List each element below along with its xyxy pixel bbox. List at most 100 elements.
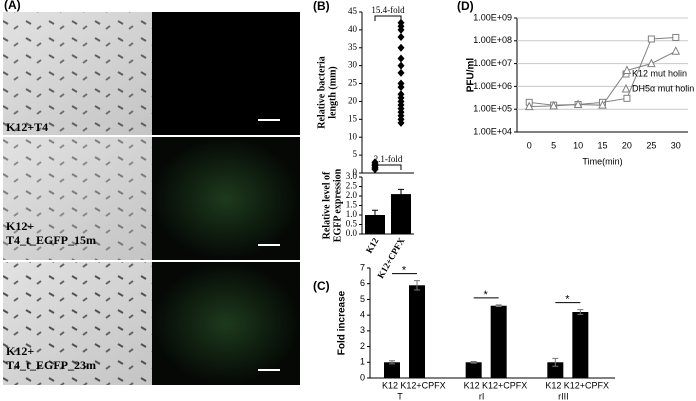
x-tick-label: 0 [527,140,532,150]
micrograph-label: T4_t_EGFP_23m [6,358,96,372]
significance: * [484,289,489,301]
marker [623,94,631,102]
y-tick-label: 15 [348,113,358,123]
panel-label: (B) [313,0,330,13]
y-tick-label: 20 [348,96,358,106]
micrograph-label: T4_t_EGFP_15m [6,233,96,247]
point [397,43,405,52]
error-bar [398,188,404,199]
bar [572,312,589,378]
panel-label: (A) [4,0,21,12]
y-tick-label: 3 [360,325,365,335]
error-bar [552,357,559,367]
y-tick-label: 1.00E+08 [473,35,512,45]
y-tick-label: 1.0 [346,209,358,219]
y-tick-label: 1.00E+09 [473,12,512,22]
group-label: rIII [558,391,569,401]
bar [490,305,507,378]
error-bar [470,361,477,364]
group-label: T [397,391,403,401]
bar [391,194,411,234]
point [397,68,405,77]
y-tick-label: 7 [360,262,365,272]
y-tick-label: 1.5 [346,200,358,210]
y-tick-label: 0.5 [346,219,358,229]
y-tick-label: 2 [360,341,365,351]
marker [647,35,655,43]
micrograph-label: K12+ [6,344,34,358]
point [397,79,405,88]
bracket [374,15,402,21]
x-tick-label: K12 [382,380,398,390]
y-tick-label: 1.00E+04 [473,126,512,136]
x-tick-label: K12+CPFX [400,380,445,390]
micrograph-label: K12+ [6,219,34,233]
error-bar [389,360,395,365]
y-tick-label: 6 [360,278,365,288]
point [397,18,405,27]
point [397,54,405,63]
x-tick-label: 5 [551,140,556,150]
bacteria [3,12,152,135]
y-tick-label: 1.00E+06 [473,81,512,91]
x-tick-label: K12 [545,380,561,390]
y-tick-label: 45 [348,6,358,16]
panel-label: (D) [457,0,474,13]
bar [465,362,482,378]
legend-marker [621,83,631,93]
y-tick-label: 5 [360,294,365,304]
marker [671,46,681,55]
x-tick-label: K12+CPFX [482,380,527,390]
bar [547,362,564,378]
x-tick-label: K12 [364,236,381,255]
fluorescence-image [152,12,300,135]
y-axis-title: Fold increase [337,290,348,355]
y-axis-title: PFU/ml [466,58,477,93]
significance: * [402,264,407,276]
micrographs [3,12,300,385]
error-bar [414,280,420,291]
series-line [529,50,677,108]
bar [409,285,425,378]
y-axis-title: Relative level of [321,171,332,239]
bar [384,362,400,378]
point [397,90,405,99]
y-axis-title: length (mm) [327,66,338,119]
y-tick-label: 5 [353,149,358,159]
marker [672,33,680,41]
y-tick-label: 1.00E+07 [473,58,512,68]
legend-label: K12 mut holin [632,68,687,78]
error-bar [495,304,502,307]
y-tick-label: 3.0 [346,171,358,181]
marker [524,101,534,111]
marker [598,100,607,109]
legend-label: DH5α mut holin [632,83,694,93]
y-tick-label: 10 [348,131,358,141]
y-tick-label: 25 [348,78,358,88]
bacteria [3,137,152,260]
x-axis-title: Time(min) [582,156,622,166]
y-tick-label: 0 [360,372,365,382]
significance: * [565,294,570,306]
x-tick-label: 15 [597,140,607,150]
y-tick-label: 0.0 [346,228,358,238]
x-tick-label: K12 [464,380,480,390]
x-tick-label: 30 [671,140,681,150]
x-tick-label: 10 [573,140,583,150]
error-bar [372,209,378,220]
annotation: 15.4-fold [371,5,405,15]
panel-label: (C) [313,279,330,293]
y-axis-title: Relative bacteria [316,56,327,128]
marker [647,58,656,68]
marker [549,100,558,110]
y-tick-label: 1 [360,357,365,367]
group-label: rI [479,391,485,401]
y-tick-label: 35 [348,42,358,52]
marker [573,99,583,109]
point [397,61,405,70]
marker [622,65,632,74]
micrograph-label: K12+T4 [6,120,48,134]
fluorescence-image [152,262,300,385]
annotation: 2.1-fold [374,154,403,164]
